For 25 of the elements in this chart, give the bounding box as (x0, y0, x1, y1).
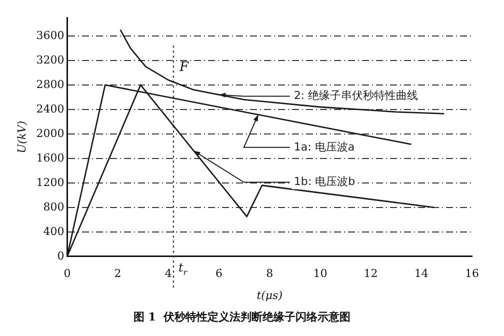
y-tick-label: 800 (43, 200, 64, 214)
x-tick-label: 6 (215, 266, 222, 280)
x-tick-label: 8 (266, 266, 274, 280)
y-tick-label: 1200 (36, 176, 64, 189)
y-axis-title: U(kV) (15, 120, 28, 154)
x-tick-label: 16 (465, 266, 479, 280)
x-tick-label: 12 (364, 266, 378, 280)
y-tick-label: 2000 (36, 126, 64, 140)
x-axis-title: t(μs) (256, 289, 283, 302)
series-label: 1a: 电压波a (294, 140, 355, 154)
text: 图 1 伏秒特性定义法判断绝缘子闪络示意图 (133, 310, 351, 324)
x-tick-label: 4 (164, 266, 172, 280)
annotation: F (178, 60, 190, 75)
series-label: 2: 绝缘子串伏秒特性曲线 (294, 89, 418, 102)
y-tick-label: 0 (57, 249, 64, 262)
y-tick-label: 2800 (36, 78, 64, 91)
y-tick-label: 3200 (36, 53, 64, 66)
y-tick-label: 400 (43, 224, 64, 238)
x-tick-label: 10 (313, 266, 328, 280)
x-tick-label: 14 (414, 266, 428, 280)
y-tick-label: 3600 (36, 28, 64, 42)
y-tick-label: 1600 (36, 151, 64, 164)
series-label: 1b: 电压波b (294, 175, 356, 188)
x-tick-label: 2 (114, 266, 122, 280)
y-tick-label: 2400 (36, 102, 64, 116)
